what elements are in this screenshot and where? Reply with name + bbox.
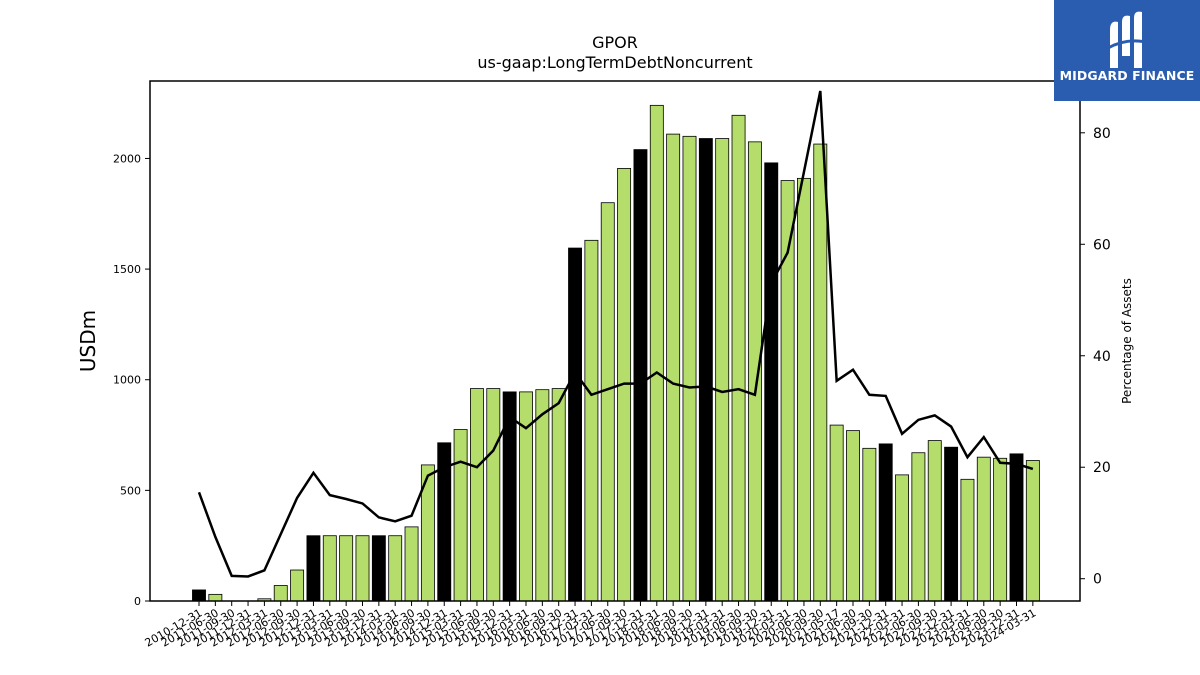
- bar-2019-12-31: [764, 162, 779, 602]
- y-axis-label: USDm: [76, 310, 100, 372]
- bar-2011-06-30: [208, 593, 223, 602]
- bar-2021-05-17: [829, 424, 844, 602]
- logo-text: MIDGARD FINANCE: [1059, 68, 1195, 83]
- y-axis-ticks: 0 500 1000 1500 2000: [113, 152, 150, 608]
- bar-2012-12-31: [306, 535, 321, 602]
- bar-2014-06-30: [404, 526, 419, 602]
- bar-2010-12-31: [192, 589, 206, 602]
- bar-2017-12-31: [633, 149, 648, 602]
- bar-2015-03-31: [453, 429, 468, 602]
- bar-2013-12-31: [371, 535, 386, 602]
- bar-2012-09-30: [290, 569, 305, 602]
- y-tick-label: 1000: [113, 374, 141, 387]
- bar-2018-06-30: [666, 133, 681, 602]
- bar-2015-06-30: [470, 388, 484, 602]
- bar-2020-06-30: [797, 177, 811, 602]
- bar-2019-06-30: [731, 114, 746, 602]
- midgard-finance-logo: MIDGARD FINANCE: [1054, 0, 1200, 101]
- bar-2022-03-31: [895, 474, 909, 602]
- bar-2016-06-30: [535, 389, 550, 602]
- bar-2016-12-31: [568, 247, 582, 602]
- bar-2012-06-30: [273, 585, 288, 602]
- plot-frame: [149, 80, 1081, 602]
- bar-2020-09-30: [813, 143, 828, 602]
- y2-tick-label: 40: [1093, 349, 1111, 365]
- y-tick-label: 0: [134, 595, 141, 608]
- y-tick-label: 500: [120, 484, 141, 497]
- bar-2014-03-31: [388, 535, 403, 602]
- y-tick-label: 2000: [113, 152, 141, 165]
- bar-2017-03-31: [584, 239, 599, 602]
- bar-2019-03-31: [715, 138, 730, 602]
- bar-2015-12-31: [502, 391, 517, 602]
- y2-tick-label: 20: [1093, 460, 1111, 476]
- bar-2024-03-31: [1025, 460, 1040, 602]
- bar-2021-09-30: [862, 447, 877, 602]
- y2-axis-label: Percentage of Assets: [1120, 278, 1134, 404]
- bar-2022-06-30: [911, 452, 926, 602]
- bar-2013-06-30: [339, 535, 354, 602]
- bar-2023-12-31: [1009, 453, 1024, 602]
- bar-2017-06-30: [600, 202, 615, 602]
- bar-2015-09-30: [486, 388, 501, 602]
- bar-2013-09-30: [355, 535, 370, 602]
- y2-tick-label: 80: [1093, 126, 1111, 142]
- bar-2021-06-30: [846, 430, 860, 602]
- bar-2018-09-30: [682, 135, 697, 602]
- bar-2023-09-30: [993, 457, 1008, 602]
- bar-2013-03-31: [322, 535, 337, 602]
- bar-2023-06-30: [976, 456, 991, 602]
- x-axis-ticks: 2010-12-312011-06-302011-09-302011-12-31…: [143, 601, 1038, 650]
- y2-tick-label: 0: [1093, 572, 1102, 588]
- bar-2022-12-31: [944, 446, 959, 602]
- midgard-logo-icon: [1107, 11, 1147, 69]
- bar-2021-12-31: [878, 443, 893, 602]
- chart-title: GPOR: [592, 33, 638, 52]
- bar-2020-03-31: [780, 180, 795, 602]
- bar-2018-03-31: [649, 104, 664, 602]
- bar-2023-03-31: [960, 478, 975, 602]
- bar-2022-09-30: [927, 440, 942, 602]
- bar-2018-12-31: [698, 138, 713, 602]
- percentage-line: [197, 90, 1034, 578]
- chart-subtitle: us-gaap:LongTermDebtNoncurrent: [477, 53, 752, 72]
- y2-axis-ticks: 0 20 40 60 80: [1080, 126, 1111, 588]
- y-tick-label: 1500: [113, 263, 141, 276]
- bar-2016-09-30: [551, 388, 566, 602]
- y2-tick-label: 60: [1093, 237, 1111, 253]
- bars-group: [192, 104, 1040, 602]
